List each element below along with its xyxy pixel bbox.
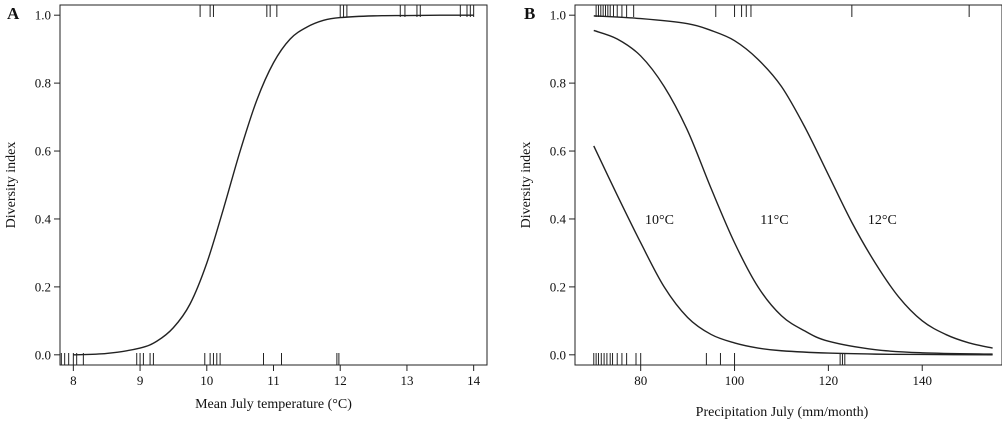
panel-a-plot-frame bbox=[59, 4, 488, 366]
panel-a-y-tick-label: 0.0 bbox=[35, 347, 51, 362]
panel-b-curve-12c bbox=[593, 15, 993, 349]
panel-b-y-tick-label: 0.6 bbox=[550, 144, 567, 159]
panel-a-x-tick-label: 10 bbox=[200, 373, 213, 388]
panel-a-x-tick-label: 11 bbox=[267, 373, 280, 388]
panel-a-curve bbox=[73, 14, 474, 356]
panel-b-curve-11c-label: 11°C bbox=[760, 213, 788, 228]
panel-b-x-tick-label: 140 bbox=[912, 373, 932, 388]
panel-a-curves bbox=[73, 14, 474, 356]
panel-b-y-tick-label: 1.0 bbox=[550, 8, 566, 23]
panel-b-y-axis-title: Diversity index bbox=[519, 142, 534, 229]
panel-b-y-tick-label: 0.4 bbox=[550, 211, 567, 226]
panel-a-letter: A bbox=[7, 4, 20, 23]
panel-b-y-tick-label: 0.0 bbox=[550, 347, 566, 362]
panel-b-curve-labels: 10°C 11°C 12°C bbox=[645, 213, 897, 228]
panel-b: B 80 100 120 140 0.0 0.2 0.4 0.6 0.8 1.0 10°C 11°C… bbox=[519, 4, 1002, 420]
panel-b-letter: B bbox=[524, 4, 535, 23]
panel-a-x-axis-title: Mean July temperature (°C) bbox=[195, 397, 352, 412]
panel-b-x-axis-title: Precipitation July (mm/month) bbox=[696, 405, 869, 420]
panel-a-x-tick-label: 13 bbox=[400, 373, 413, 388]
panel-a-x-tick-label: 12 bbox=[334, 373, 347, 388]
panel-a-x-tick-label: 9 bbox=[137, 373, 144, 388]
panel-b-curve-10c bbox=[593, 145, 993, 356]
panel-a: A 8 9 10 11 12 13 14 0.0 0.2 0.4 0.6 0.8 1.0 Mean Ju… bbox=[4, 4, 488, 412]
panel-a-y-tick-label: 0.2 bbox=[35, 279, 51, 294]
panel-b-plot-frame bbox=[574, 4, 1002, 366]
panel-b-curve-12c-label: 12°C bbox=[868, 213, 897, 228]
panel-b-y-tick-label: 0.2 bbox=[550, 279, 566, 294]
panel-a-x-tick-label: 14 bbox=[467, 373, 481, 388]
panel-a-y-tick-label: 0.8 bbox=[35, 76, 51, 91]
panel-b-ticks: 80 100 120 140 0.0 0.2 0.4 0.6 0.8 1.0 bbox=[550, 8, 932, 388]
panel-b-x-tick-label: 120 bbox=[819, 373, 839, 388]
panel-a-y-tick-label: 0.4 bbox=[35, 211, 52, 226]
panel-b-curves bbox=[593, 15, 993, 356]
panel-a-x-tick-label: 8 bbox=[70, 373, 77, 388]
panel-a-ticks: 8 9 10 11 12 13 14 0.0 0.2 0.4 0.6 0.8 1.0 bbox=[35, 8, 481, 388]
panel-b-curve-10c-label: 10°C bbox=[645, 213, 674, 228]
panel-b-x-tick-label: 100 bbox=[725, 373, 745, 388]
panel-b-x-tick-label: 80 bbox=[634, 373, 647, 388]
panel-a-y-tick-label: 0.6 bbox=[35, 144, 52, 159]
panel-b-y-tick-label: 0.8 bbox=[550, 76, 566, 91]
panel-a-y-tick-label: 1.0 bbox=[35, 8, 51, 23]
panel-a-rugs bbox=[60, 5, 475, 365]
panel-b-curve-11c bbox=[593, 29, 993, 355]
panel-a-y-axis-title: Diversity index bbox=[4, 142, 19, 229]
panel-b-rugs bbox=[593, 5, 970, 365]
